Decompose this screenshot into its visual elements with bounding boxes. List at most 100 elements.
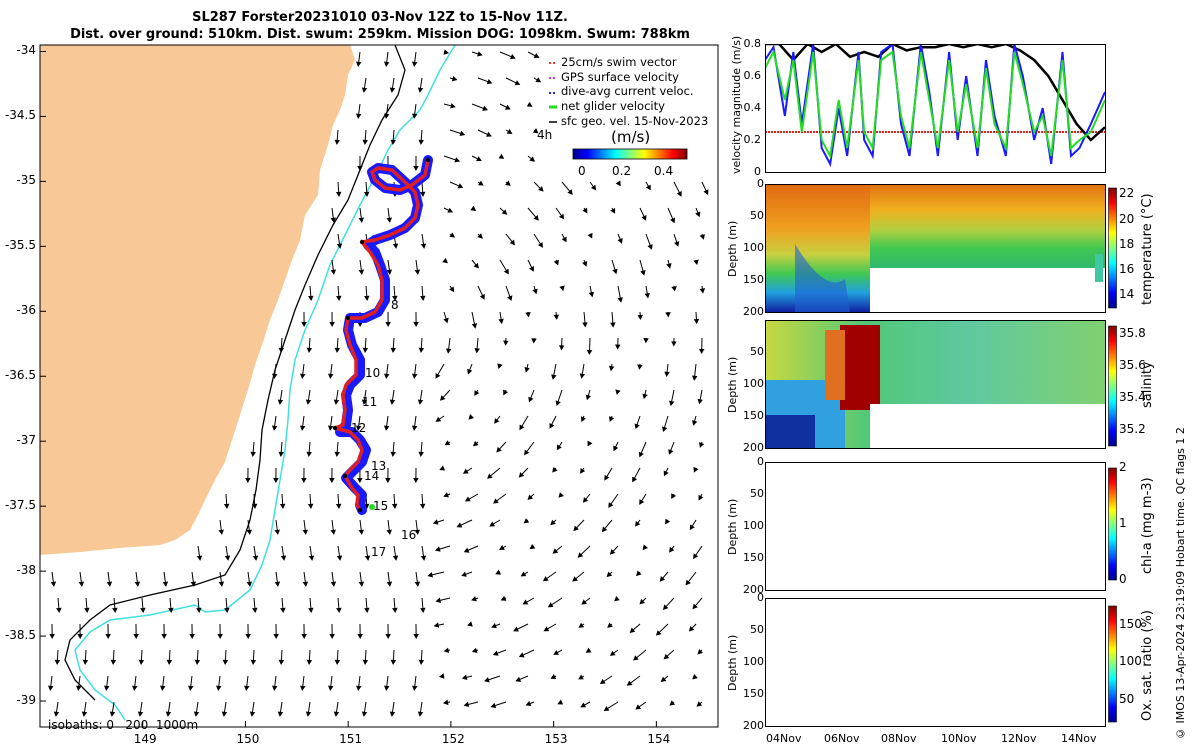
isobath-200m	[64, 45, 406, 701]
velocity-arrow-head	[449, 232, 456, 238]
velocity-arrow-head	[56, 607, 62, 613]
velocity-arrow-head	[307, 503, 314, 510]
chla-depth-tick-3: 150	[743, 551, 764, 564]
salinity-cb-title: salinity	[1140, 361, 1155, 409]
velocity-arrow-head	[491, 623, 497, 629]
velocity-arrow-head	[615, 180, 621, 187]
velocity-arrow-head	[691, 420, 698, 426]
velocity-arrow-head	[523, 518, 530, 524]
velocity-arrow-head	[427, 572, 434, 578]
velocity-arrow-head	[363, 191, 370, 198]
velocity-arrow-head	[637, 364, 643, 370]
temperature-cb-tick-1: 20	[1119, 211, 1135, 226]
velocity-arrow-head	[494, 418, 500, 424]
velocity-arrow-head	[447, 207, 454, 213]
velocity-arrow-head	[389, 399, 396, 405]
velocity-arrow-head	[669, 546, 675, 553]
velocity-arrow-head	[582, 497, 589, 503]
velocity-arrow-head	[476, 156, 482, 162]
velocity-arrow-head	[333, 399, 340, 405]
velocity-arrow-head	[392, 243, 399, 249]
velocity-arrow-head	[474, 390, 480, 396]
velocity-arrow-head	[572, 576, 578, 582]
velocity-arrow-head	[552, 548, 559, 554]
velocity-arrow-head	[558, 492, 564, 498]
velocity-arrow-head	[556, 444, 562, 451]
oxygen-depth-tick-0: 0	[757, 591, 764, 604]
velocity-arrow-head	[413, 477, 419, 484]
velocity-arrow-head	[245, 633, 251, 640]
oxygen-depth-tick-4: 200	[743, 719, 764, 732]
velocity-arrow-head	[302, 529, 308, 535]
velocity-arrow-head	[500, 595, 507, 601]
temperature-depth-tick-4: 200	[743, 305, 764, 318]
velocity-arrow-head	[504, 104, 511, 110]
velocity-arrow-head	[78, 581, 85, 587]
velocity-arrow-head	[695, 211, 701, 218]
date-tick-4: 12Nov	[1001, 732, 1037, 745]
velocity-arrow-head	[532, 128, 539, 134]
velocity-arrow-head	[473, 262, 479, 269]
velocity-arrow-head	[274, 581, 281, 587]
oxygen-cb-title: Ox. sat. ratio (%)	[1140, 610, 1155, 721]
velocity-arrow-head	[641, 214, 647, 221]
legend-dive-avg-current: dive-avg current veloc.	[561, 84, 694, 98]
velocity-arrow-head	[477, 233, 483, 239]
velocity-arrow-head	[161, 633, 167, 640]
velocity-arrow-head	[413, 321, 419, 328]
velocity-arrow-head	[188, 685, 194, 691]
velocity-arrow-head	[224, 607, 230, 613]
velocity-arrow-head	[582, 322, 588, 328]
velocity-arrow-head	[608, 502, 614, 508]
velocity-arrow-head	[529, 543, 536, 550]
velocity-arrow-head	[76, 685, 82, 691]
velocity-arrow-head	[559, 285, 565, 292]
velocity-arrow-head	[390, 139, 396, 145]
velocity-arrow-head	[419, 503, 426, 510]
velocity-arrow-head	[432, 519, 439, 525]
velocity-arrow-head	[505, 180, 511, 186]
velocity-arrow-head	[537, 242, 543, 248]
velocity-arrow-head	[336, 555, 343, 561]
velocity-arrow-head	[495, 569, 502, 575]
velocity-arrow-head	[112, 607, 118, 613]
velocity-arrow-head	[676, 190, 682, 197]
velocity-arrow-head	[327, 425, 334, 431]
chla-cb-tick-0: 2	[1119, 460, 1127, 474]
salinity-cb-tick-2: 35.4	[1119, 390, 1146, 404]
velocity-arrow-head	[358, 269, 365, 275]
velocity-arrow-head	[665, 518, 671, 525]
velocity-arrow-head	[305, 399, 312, 405]
legend-swatches	[549, 62, 557, 123]
velocity-arrow-head	[246, 581, 253, 587]
velocity-arrow-head	[518, 652, 525, 658]
velocity-arrow-head	[443, 492, 449, 498]
velocity-arrow-head	[497, 363, 503, 369]
velocity-arrow-head	[419, 191, 426, 198]
chart-title-line2: Dist. over ground: 510km. Dist. swum: 25…	[70, 27, 690, 42]
velocity-arrow-head	[355, 113, 362, 119]
legend-swim-vector: 25cm/s swim vector	[561, 55, 677, 69]
velocity-arrow-head	[383, 425, 390, 431]
velocity-arrow-head	[385, 321, 391, 328]
velocity-arrow-head	[688, 625, 695, 632]
velocity-arrow-head	[498, 318, 504, 325]
velocity-arrow-head	[244, 685, 250, 691]
velocity-arrow-head	[364, 555, 371, 561]
velocity-arrow-head	[280, 555, 287, 561]
velocity-arrow-head	[216, 685, 222, 691]
velocity-arrow-head	[217, 633, 223, 640]
velocity-arrow-head	[507, 295, 513, 302]
velocity-arrow-head	[633, 655, 639, 661]
velocity-arrow-head	[471, 596, 477, 602]
velocity-arrow-head	[580, 416, 586, 423]
velocity-arrow-head	[580, 702, 587, 708]
velocity-arrow-head	[417, 399, 424, 405]
oxygen-depth-tick-2: 100	[743, 655, 764, 668]
right-colorbars	[1108, 187, 1117, 723]
velocity-arrow-head	[489, 521, 496, 527]
chart-title-line1: SL287 Forster20231010 03-Nov 12Z to 15-N…	[192, 10, 568, 25]
velocity-arrow-head	[272, 685, 278, 691]
velocity-arrow-head	[272, 373, 278, 379]
velocity-arrow-head	[361, 87, 368, 93]
